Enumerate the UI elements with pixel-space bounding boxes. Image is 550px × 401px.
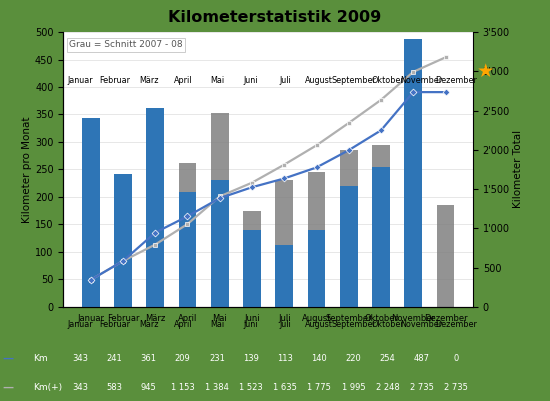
- Text: 2 735: 2 735: [410, 383, 434, 393]
- Text: Oktober: Oktober: [371, 76, 404, 85]
- Bar: [114, 174, 132, 307]
- Text: 343: 343: [72, 354, 89, 363]
- Text: Km: Km: [33, 354, 48, 363]
- Text: Dezember: Dezember: [435, 320, 477, 329]
- Text: Juli: Juli: [279, 320, 291, 329]
- Text: 1 635: 1 635: [273, 383, 297, 393]
- Text: 343: 343: [72, 383, 89, 393]
- Text: —: —: [3, 383, 14, 393]
- Bar: [307, 230, 326, 307]
- Text: 139: 139: [243, 354, 259, 363]
- Text: November: November: [401, 76, 443, 85]
- Text: November: November: [401, 320, 443, 329]
- Text: 0: 0: [453, 354, 459, 363]
- Bar: [179, 163, 196, 307]
- Text: September: September: [331, 76, 376, 85]
- Bar: [146, 191, 164, 307]
- Text: 945: 945: [141, 383, 157, 393]
- Bar: [114, 174, 132, 307]
- Y-axis label: Kilometer Total: Kilometer Total: [513, 130, 522, 209]
- Text: Februar: Februar: [99, 320, 130, 329]
- Text: Mai: Mai: [210, 320, 224, 329]
- Text: 361: 361: [141, 354, 157, 363]
- Text: Grau = Schnitt 2007 - 08: Grau = Schnitt 2007 - 08: [69, 41, 183, 49]
- Bar: [211, 180, 229, 307]
- Bar: [276, 180, 293, 307]
- Bar: [340, 186, 358, 307]
- Text: 487: 487: [414, 354, 430, 363]
- Text: 113: 113: [277, 354, 293, 363]
- Bar: [243, 231, 261, 307]
- Text: 1 775: 1 775: [307, 383, 331, 393]
- Bar: [404, 39, 422, 307]
- Text: April: April: [173, 320, 192, 329]
- Text: August: August: [305, 320, 333, 329]
- Bar: [82, 118, 100, 307]
- Y-axis label: Kilometer pro Monat: Kilometer pro Monat: [22, 116, 32, 223]
- Bar: [372, 167, 390, 307]
- Bar: [372, 145, 390, 307]
- Text: —: —: [3, 354, 14, 364]
- Bar: [146, 108, 164, 307]
- Text: März: März: [139, 320, 158, 329]
- Text: 1 384: 1 384: [205, 383, 229, 393]
- Bar: [243, 211, 261, 307]
- Text: 231: 231: [209, 354, 225, 363]
- Text: ★: ★: [477, 62, 494, 81]
- Text: Juni: Juni: [244, 76, 258, 85]
- Text: Januar: Januar: [68, 320, 93, 329]
- Text: Kilometerstatistik 2009: Kilometerstatistik 2009: [168, 10, 382, 25]
- Text: 1 523: 1 523: [239, 383, 263, 393]
- Bar: [179, 192, 196, 307]
- Text: Juli: Juli: [279, 76, 291, 85]
- Text: 583: 583: [107, 383, 123, 393]
- Text: Km(+): Km(+): [33, 383, 62, 393]
- Text: März: März: [139, 76, 158, 85]
- Text: Juni: Juni: [244, 320, 258, 329]
- Text: 241: 241: [107, 354, 122, 363]
- Text: April: April: [173, 76, 192, 85]
- Bar: [307, 172, 326, 307]
- Text: 254: 254: [379, 354, 395, 363]
- Bar: [82, 118, 100, 307]
- Text: 1 995: 1 995: [342, 383, 365, 393]
- Text: 209: 209: [175, 354, 191, 363]
- Bar: [437, 205, 454, 307]
- Text: 2 248: 2 248: [376, 383, 399, 393]
- Text: 1 153: 1 153: [171, 383, 195, 393]
- Text: August: August: [305, 76, 333, 85]
- Text: Mai: Mai: [210, 76, 224, 85]
- Text: Februar: Februar: [99, 76, 130, 85]
- Text: 140: 140: [311, 354, 327, 363]
- Bar: [276, 245, 293, 307]
- Bar: [404, 111, 422, 307]
- Text: 2 735: 2 735: [444, 383, 468, 393]
- Text: September: September: [331, 320, 376, 329]
- Bar: [211, 113, 229, 307]
- Text: Dezember: Dezember: [435, 76, 477, 85]
- Text: Januar: Januar: [68, 76, 93, 85]
- Bar: [340, 150, 358, 307]
- Text: 220: 220: [345, 354, 361, 363]
- Text: Oktober: Oktober: [371, 320, 404, 329]
